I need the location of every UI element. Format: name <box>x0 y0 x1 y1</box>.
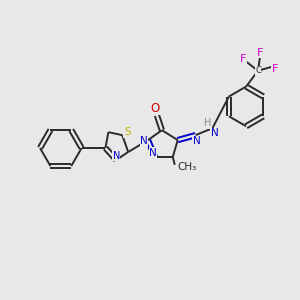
Text: S: S <box>124 127 130 137</box>
Text: F: F <box>257 48 263 58</box>
Text: N: N <box>211 128 218 138</box>
Text: CH₃: CH₃ <box>178 162 197 172</box>
Text: N: N <box>112 151 120 161</box>
Text: N: N <box>140 136 148 146</box>
Text: F: F <box>240 54 246 64</box>
Text: C: C <box>255 66 261 75</box>
Text: N: N <box>149 148 157 158</box>
Text: H: H <box>204 118 211 128</box>
Text: N: N <box>193 136 200 146</box>
Text: F: F <box>272 64 278 74</box>
Text: O: O <box>150 102 160 115</box>
